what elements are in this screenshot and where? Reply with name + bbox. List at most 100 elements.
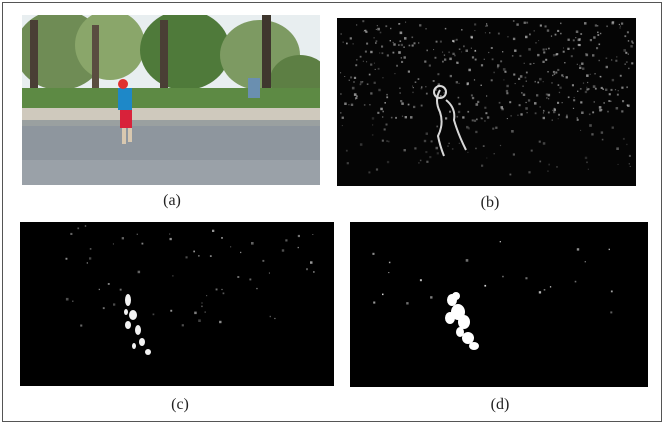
speckle [99,289,100,290]
panel-a-image [15,10,330,185]
speckle [556,166,558,168]
speckle [485,26,486,27]
speckle [503,79,504,80]
speckle [526,102,527,103]
speckle [467,82,469,84]
speckle [470,36,472,38]
speckle [454,40,455,41]
speckle [442,61,444,63]
speckle [366,43,368,45]
speckle [486,25,488,27]
speckle [518,78,520,80]
speckle [553,54,555,56]
speckle [398,51,401,54]
speckle [491,47,493,49]
speckle [346,43,348,45]
speckle [436,126,438,128]
speckle [581,112,584,115]
speckle [363,61,364,62]
speckle [414,42,416,44]
speckle [340,93,342,95]
speckle [340,33,342,35]
speckle [415,81,417,83]
speckle [410,116,413,119]
speckle [592,111,594,113]
speckle [376,168,378,170]
speckle [425,86,426,87]
speckle [481,165,483,167]
speckle [456,62,458,64]
speckle [80,325,82,327]
speckle [623,49,626,52]
speckle [577,117,578,118]
speckle [372,124,373,125]
speckle [463,45,465,47]
speckle [624,35,626,37]
speckle [420,279,422,281]
speckle [466,259,469,262]
speckle [426,50,428,52]
speckle [372,134,374,136]
speckle [474,23,476,25]
speckle [182,324,184,326]
speckle [448,52,450,54]
speckle [567,48,569,50]
speckle [537,82,539,84]
speckle [310,261,313,264]
speckle [72,301,74,303]
speckle [529,34,531,36]
speckle [489,32,490,33]
speckle [540,25,542,27]
speckle [555,34,557,36]
speckle [501,106,504,109]
speckle [382,77,383,78]
caption: (d) [491,396,510,413]
speckle [85,225,86,226]
speckle [103,307,105,309]
speckle [448,143,449,144]
speckle [344,76,345,77]
speckle [617,94,619,96]
speckle [426,161,428,163]
speckle [589,114,591,116]
speckle [619,27,620,28]
speckle [389,262,391,264]
speckle [536,94,538,96]
speckle [476,119,478,121]
speckle [435,57,437,59]
speckle [492,128,494,130]
speckle [586,162,588,164]
speckle [523,86,524,87]
speckle [616,56,617,57]
speckle [546,97,548,99]
speckle [564,62,565,63]
speckle [216,289,218,291]
speckle [592,54,594,56]
speckle [595,24,597,26]
speckle [515,83,516,84]
speckle [194,312,197,315]
speckle [521,92,522,93]
speckle [313,271,315,273]
speckle [66,258,68,260]
speckle [488,52,489,53]
speckle [401,102,404,105]
speckle [421,105,423,107]
speckle [89,257,91,259]
speckle [459,143,460,144]
speckle [481,85,482,86]
speckle [440,95,442,97]
speckle [405,116,407,118]
speckle [376,40,378,42]
speckle [597,25,598,26]
speckle [611,22,614,25]
speckle [481,64,483,66]
speckle [612,79,614,81]
speckle [557,30,559,32]
speckle [481,118,482,119]
speckle [462,116,464,118]
speckle [421,86,422,87]
speckle [412,45,414,47]
speckle [621,110,623,112]
speckle [484,107,486,109]
